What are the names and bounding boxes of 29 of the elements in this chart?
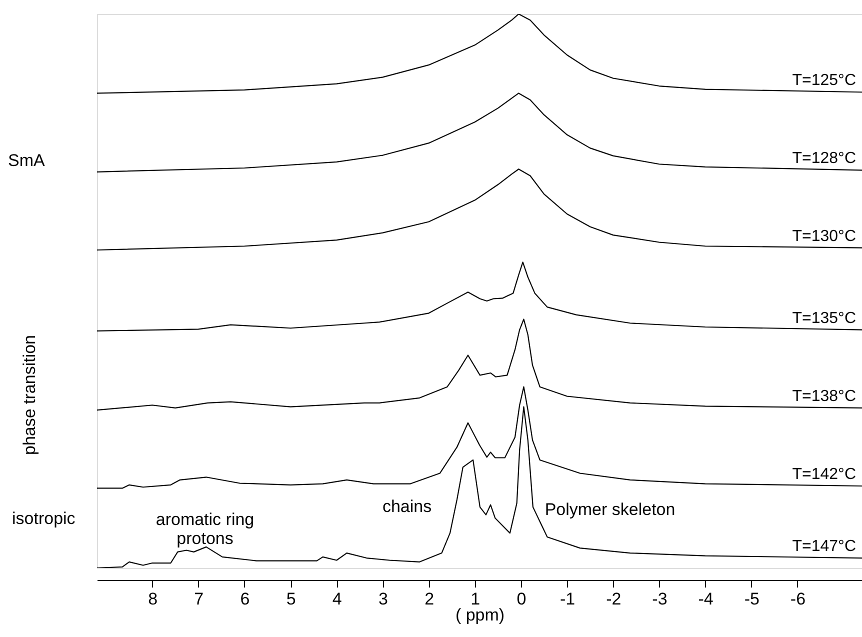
text: SmA — [8, 151, 46, 170]
text: phase transition — [20, 334, 39, 456]
x-tick-label: 1 — [470, 590, 480, 608]
x-tick-label: 2 — [424, 590, 434, 608]
x-tick-label: -5 — [744, 590, 760, 608]
x-tick-label: 5 — [286, 590, 296, 608]
x-tick-label: 0 — [516, 590, 526, 608]
x-axis-title: ( ppm) — [455, 606, 505, 624]
x-tick-label: -1 — [560, 590, 576, 608]
series-label: T=138°C — [792, 388, 856, 405]
x-tick-label: 3 — [378, 590, 388, 608]
x-tick-label: 7 — [194, 590, 204, 608]
x-tick-label: 4 — [332, 590, 342, 608]
x-tick-label: 8 — [148, 590, 158, 608]
x-tick-label: -6 — [790, 590, 806, 608]
annotation: aromatic ring protons — [156, 510, 254, 548]
series-label: T=125°C — [792, 72, 856, 90]
x-tick-label: 6 — [240, 590, 250, 608]
x-tick-label: -2 — [606, 590, 622, 608]
x-tick-label: -4 — [698, 590, 714, 608]
series-label: T=130°C — [792, 228, 856, 245]
series-label: T=142°C — [792, 466, 856, 484]
series-label: T=135°C — [792, 310, 856, 327]
annotation: Polymer skeleton — [544, 500, 676, 519]
annotation: chains — [382, 497, 432, 516]
x-tick-label: -3 — [652, 590, 668, 608]
series-label: T=147°C — [792, 538, 856, 556]
series-label: T=128°C — [792, 150, 856, 168]
text: isotropic — [12, 509, 76, 528]
